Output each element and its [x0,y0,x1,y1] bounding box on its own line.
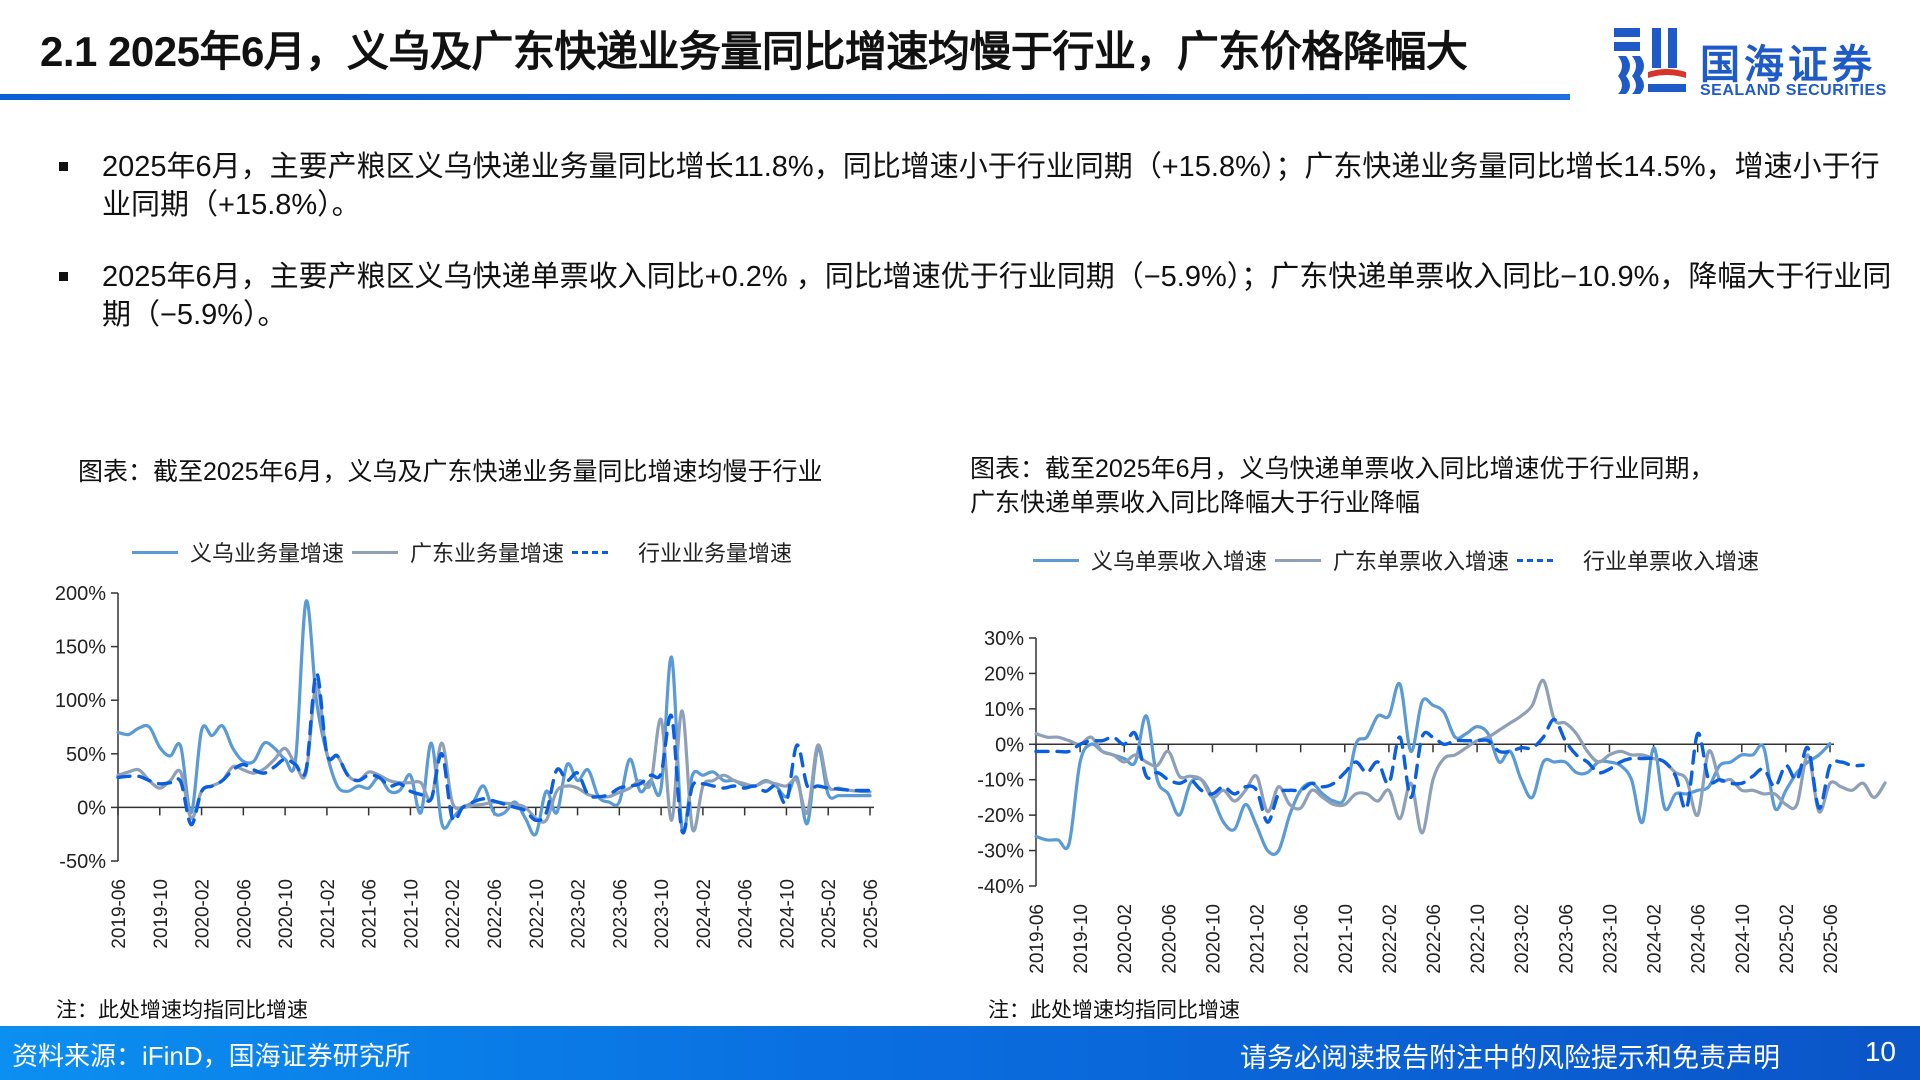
x-tick-label: 2022-02 [1380,904,1401,974]
x-tick-label: 2021-06 [360,879,381,949]
legend-label: 广东单票收入增速 [1333,549,1510,574]
bullet-price: 2025年6月，主要产粮区义乌快递单票收入同比+0.2% ，同比增速优于行业同期… [55,258,1905,334]
series-line [1034,681,1832,856]
x-tick-label: 2025-06 [1821,904,1842,974]
right-chart-legend: 义乌单票收入增速 广东单票收入增速 行业单票收入增速 [1033,544,1767,576]
legend-label: 义乌单票收入增速 [1091,549,1268,574]
left-chart-note: 注：此处增速均指同比增速 [56,999,308,1022]
series-line [1034,717,1865,824]
legend-line-icon [1033,558,1079,562]
legend-line-icon [352,550,399,554]
legend-label: 义乌业务量增速 [190,541,345,566]
x-tick-label: 2025-02 [1777,904,1798,974]
x-tick-label: 2020-10 [1203,904,1224,974]
legend-item-yiwu: 义乌单票收入增速 [1033,544,1267,576]
logo-text-en: SEALAND SECURITIES [1700,82,1887,99]
x-tick-label: 2021-02 [1248,904,1269,974]
logo-text-cn: 国海证券 [1700,43,1876,87]
x-tick-label: 2022-02 [443,879,464,949]
legend-dash-icon [1517,558,1554,562]
x-tick-label: 2019-06 [1027,904,1048,974]
y-tick-label: -40% [977,876,1024,898]
x-tick-label: 2024-02 [694,879,715,949]
y-tick-label: 0% [995,734,1024,756]
x-tick-label: 2019-10 [1071,904,1092,974]
bullet-volume: 2025年6月，主要产粮区义乌快递业务量同比增长11.8%，同比增速小于行业同期… [55,148,1905,224]
x-tick-label: 2022-10 [527,879,548,949]
x-tick-label: 2024-02 [1645,904,1666,974]
x-tick-label: 2023-10 [1600,904,1621,974]
x-tick-label: 2024-06 [736,879,757,949]
x-tick-label: 2023-06 [1556,904,1577,974]
left-chart-legend: 义乌业务量增速 广东业务量增速 行业业务量增速 [132,536,800,568]
x-tick-label: 2024-10 [777,879,798,949]
legend-label: 广东业务量增速 [410,541,565,566]
x-tick-label: 2025-02 [819,879,840,949]
x-tick-label: 2023-02 [1512,904,1533,974]
legend-item-industry: 行业业务量增速 [572,536,792,568]
legend-dash-icon [572,550,609,554]
x-tick-label: 2020-06 [234,879,255,949]
page-title: 2.1 2025年6月，义乌及广东快递业务量同比增速均慢于行业，广东价格降幅大 [40,28,1468,75]
right-chart-caption-line1: 图表：截至2025年6月，义乌快递单票收入同比增速优于行业同期， [970,455,1715,483]
legend-label: 行业单票收入增速 [1583,549,1760,574]
x-tick-label: 2022-10 [1468,904,1489,974]
title-divider [0,94,1570,100]
x-tick-label: 2023-02 [569,879,590,949]
x-tick-label: 2021-10 [1336,904,1357,974]
x-tick-label: 2021-02 [318,879,339,949]
legend-item-guangdong: 广东单票收入增速 [1275,544,1509,576]
legend-line-icon [1275,558,1322,562]
y-tick-label: -10% [977,770,1024,792]
legend-label: 行业业务量增速 [638,541,793,566]
y-tick-label: -30% [977,841,1024,863]
series-line [116,671,872,835]
right-line-chart: 30% 20% 10% 0% -10% -20% -30% -40%2019-06 2019-1… [977,628,1887,974]
y-tick-label: -50% [59,851,106,873]
y-tick-label: 200% [55,583,106,605]
right-chart-note: 注：此处增速均指同比增速 [988,999,1240,1022]
x-tick-label: 2023-10 [652,879,673,949]
data-source: 资料来源：iFinD，国海证券研究所 [12,1041,411,1071]
legend-item-industry: 行业单票收入增速 [1517,544,1759,576]
legend-item-yiwu: 义乌业务量增速 [132,536,344,568]
left-line-chart: 200% 150% 100% 50% 0% -50%2019-06 2019-10 2020-… [55,583,882,949]
x-tick-label: 2019-10 [151,879,172,949]
y-tick-label: 10% [984,699,1024,721]
series-line [1034,678,1887,835]
brand-logo: 国海证券 SEALAND SECURITIES [1612,22,1912,102]
x-tick-label: 2023-06 [610,879,631,949]
x-tick-label: 2021-10 [401,879,422,949]
legend-item-guangdong: 广东业务量增速 [352,536,564,568]
x-tick-label: 2024-06 [1689,904,1710,974]
summary-bullets: 2025年6月，主要产粮区义乌快递业务量同比增长11.8%，同比增速小于行业同期… [55,148,1905,368]
disclaimer-link[interactable]: 请务必阅读报告附注中的风险提示和免责声明 [1240,1043,1780,1073]
legend-line-icon [132,550,178,554]
left-chart-caption: 图表：截至2025年6月，义乌及广东快递业务量同比增速均慢于行业 [78,458,823,486]
y-tick-label: 150% [55,637,106,659]
y-tick-label: 50% [66,744,106,766]
x-tick-label: 2024-10 [1733,904,1754,974]
x-tick-label: 2020-02 [193,879,214,949]
x-tick-label: 2020-06 [1159,904,1180,974]
footer-bar: 资料来源：iFinD，国海证券研究所 请务必阅读报告附注中的风险提示和免责声明 … [0,1026,1920,1080]
x-tick-label: 2021-06 [1292,904,1313,974]
x-tick-label: 2025-06 [861,879,882,949]
x-tick-label: 2020-10 [276,879,297,949]
x-tick-label: 2022-06 [1424,904,1445,974]
x-tick-label: 2019-06 [109,879,130,949]
y-tick-label: -20% [977,805,1024,827]
x-tick-label: 2022-06 [485,879,506,949]
y-tick-label: 0% [77,797,106,819]
y-tick-label: 100% [55,690,106,712]
page-number: 10 [1864,1036,1896,1067]
y-tick-label: 20% [984,663,1024,685]
right-chart-caption-line2: 广东快递单票收入同比降幅大于行业降幅 [970,489,1421,517]
y-tick-label: 30% [984,628,1024,650]
sealand-logo-icon [1614,28,1686,94]
x-tick-label: 2020-02 [1115,904,1136,974]
